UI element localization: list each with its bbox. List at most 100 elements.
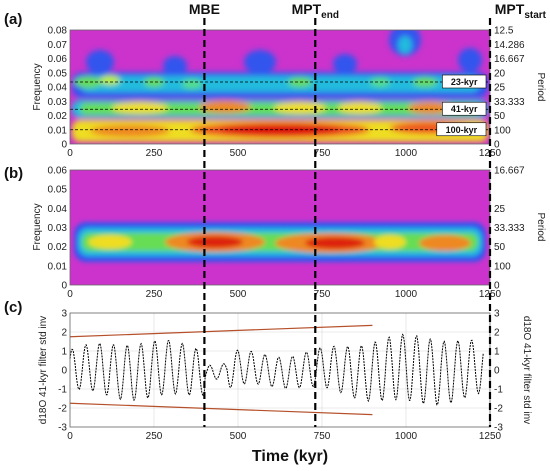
band-label: 100-kyr [446, 125, 478, 135]
band-label-box [442, 101, 487, 116]
y-tick-label: 3 [61, 309, 67, 320]
period-tick-label: 25 [494, 204, 506, 215]
right-tick-label: -1 [494, 385, 503, 396]
envelope-lower-line [69, 402, 373, 416]
heat-blob [187, 236, 243, 248]
right-tick-label: 0 [494, 366, 500, 377]
marker-label: MBE [189, 1, 220, 17]
panel-letter-b: (b) [4, 165, 23, 182]
y-tick-label: 0.05 [48, 68, 68, 79]
period-tick-label: 12.5 [494, 26, 514, 37]
right-tick-label: -3 [494, 423, 503, 434]
heat-blob [182, 79, 202, 89]
period-tick-label: 50 [494, 111, 506, 122]
panel-b-right-label: Period [535, 213, 546, 242]
event-markers: MBE MPTend MPTstart [189, 1, 547, 427]
x-tick-label: 1000 [395, 148, 418, 159]
heat-blob [199, 101, 251, 113]
x-tick-label: 1000 [395, 289, 418, 300]
y-tick-label: 0 [61, 366, 67, 377]
y-tick-label: 0.01 [48, 125, 68, 136]
y-tick-label: 0.06 [48, 166, 68, 177]
y-tick-label: 0.04 [48, 204, 68, 215]
heat-blob [458, 48, 482, 72]
panel-c-ylabel: d18O 41-kyr filter std inv [38, 316, 49, 424]
y-tick-label: 0.05 [48, 185, 68, 196]
heat-blob [90, 125, 170, 137]
heat-blob [163, 56, 187, 76]
heat-blob [274, 102, 326, 114]
band-label: 23-kyr [451, 77, 478, 87]
period-tick-label: 16.667 [494, 54, 525, 65]
y-tick-label: 0.04 [48, 83, 68, 94]
panel-a [69, 29, 491, 145]
period-tick-label: 33.333 [494, 223, 525, 234]
right-tick-label: 2 [494, 328, 500, 339]
panel-a-heatmap [72, 30, 488, 142]
period-tick-label: 100 [494, 125, 511, 136]
right-tick-label: 3 [494, 309, 500, 320]
y-tick-label: -1 [58, 385, 67, 396]
y-tick-label: 0.07 [48, 40, 68, 51]
period-tick-label: 16.667 [494, 166, 525, 177]
period-tick-label: 14.286 [494, 40, 525, 51]
band-label: 41-kyr [451, 104, 478, 114]
right-tick-label: -2 [494, 404, 503, 415]
x-tick-label: 250 [146, 289, 163, 300]
heat-blob [419, 235, 471, 251]
right-tick-label: 1 [494, 347, 500, 358]
y-tick-label: 0.03 [48, 97, 68, 108]
y-tick-label: 0 [61, 281, 67, 292]
period-tick-label: 33.333 [494, 97, 525, 108]
y-tick-label: 0.03 [48, 223, 68, 234]
y-tick-label: 0.01 [48, 261, 68, 272]
heat-blob [244, 50, 276, 74]
x-tick-label: 250 [146, 431, 163, 442]
panel-letter-a: (a) [4, 11, 22, 28]
x-tick-label: 0 [67, 431, 73, 442]
y-tick-label: 0.02 [48, 111, 68, 122]
heat-blob [88, 235, 132, 249]
band-lines [70, 81, 490, 131]
x-tick-label: 0 [67, 289, 73, 300]
filtered-signal-line [69, 333, 484, 406]
y-tick-label: 0.02 [48, 242, 68, 253]
heat-blob [338, 102, 382, 114]
period-tick-label: 0 [494, 140, 500, 151]
x-tick-label: 500 [230, 289, 247, 300]
heat-blob [86, 50, 114, 74]
x-tick-label: 500 [230, 148, 247, 159]
period-tick-label: 20 [494, 68, 506, 79]
panel-a-ylabel: Frequency [32, 63, 43, 110]
x-tick-label: 750 [314, 289, 331, 300]
tick-labels: 02505007501000125000.010.020.030.040.050… [48, 26, 525, 443]
panel-b [69, 169, 491, 286]
y-tick-label: -3 [58, 423, 67, 434]
panel-b-heatmap [74, 222, 486, 262]
heat-blob [398, 36, 412, 54]
heat-blob [333, 54, 357, 74]
heat-blob [144, 77, 164, 87]
x-tick-label: 1250 [479, 431, 502, 442]
x-tick-label: 0 [67, 148, 73, 159]
panel-letter-c: (c) [4, 299, 22, 316]
x-tick-label: 750 [314, 148, 331, 159]
panel-c [69, 312, 491, 428]
band-label-box [442, 74, 487, 89]
y-tick-label: 0.06 [48, 54, 68, 65]
x-tick-label: 250 [146, 148, 163, 159]
period-tick-label: 100 [494, 261, 511, 272]
y-tick-label: 0 [61, 140, 67, 151]
y-tick-label: 0.08 [48, 26, 68, 37]
x-tick-label: 750 [314, 431, 331, 442]
y-tick-label: 1 [61, 347, 67, 358]
x-axis-title: Time (kyr) [252, 448, 328, 465]
y-tick-label: -2 [58, 404, 67, 415]
panel-a-right-label: Period [535, 73, 546, 102]
heat-blob [374, 235, 406, 249]
panel-b-ylabel: Frequency [32, 203, 43, 250]
x-tick-label: 500 [230, 431, 247, 442]
marker-label: MPTend [292, 1, 339, 21]
